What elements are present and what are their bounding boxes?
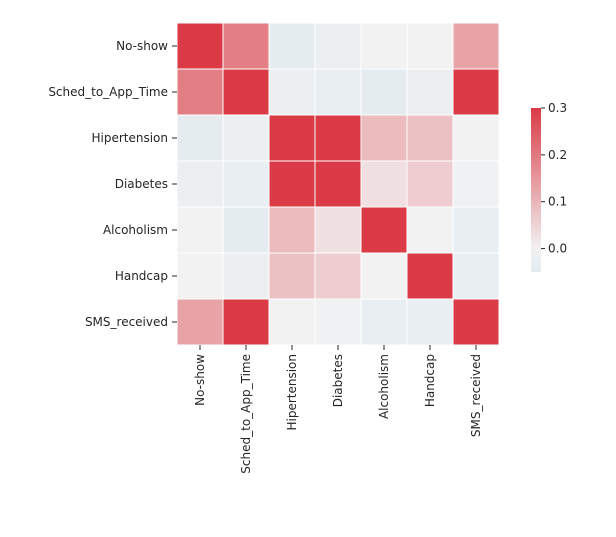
- row-tick-labels: No-show Sched_to_App_Time Hipertension Diab…: [48, 39, 177, 329]
- heatmap-cell: [268, 68, 316, 116]
- colorbar-gradient: [531, 108, 541, 272]
- heatmap-cell: [222, 206, 270, 254]
- heatmap-cell: [314, 114, 362, 162]
- col-tick-label: Alcoholism: [377, 354, 391, 419]
- heatmap-cell: [222, 22, 270, 70]
- row-tick-label: Alcoholism: [103, 223, 168, 237]
- heatmap-cell: [360, 298, 408, 346]
- heatmap-cell: [452, 160, 500, 208]
- heatmap-cell: [314, 206, 362, 254]
- row-tick-label: Handcap: [115, 269, 168, 283]
- heatmap-cells: [176, 22, 500, 346]
- heatmap-cell: [222, 252, 270, 300]
- heatmap-cell: [314, 298, 362, 346]
- row-tick-label: SMS_received: [85, 315, 168, 329]
- heatmap-cell: [406, 252, 454, 300]
- heatmap-cell: [222, 68, 270, 116]
- col-tick-label: Diabetes: [331, 354, 345, 407]
- heatmap-cell: [360, 68, 408, 116]
- colorbar-tick-label: 0.0: [548, 242, 567, 256]
- colorbar-tick-label: 0.3: [548, 101, 567, 115]
- heatmap-cell: [452, 68, 500, 116]
- col-tick-label: Handcap: [423, 354, 437, 407]
- heatmap-cell: [452, 252, 500, 300]
- heatmap-cell: [406, 114, 454, 162]
- heatmap-cell: [452, 206, 500, 254]
- colorbar: 0.0 0.1 0.2 0.3: [531, 101, 567, 272]
- heatmap-cell: [268, 160, 316, 208]
- col-tick-label: SMS_received: [469, 354, 483, 437]
- heatmap-cell: [406, 298, 454, 346]
- heatmap-cell: [360, 160, 408, 208]
- heatmap-cell: [360, 206, 408, 254]
- heatmap-cell: [268, 114, 316, 162]
- heatmap-cell: [222, 114, 270, 162]
- col-tick-label: Sched_to_App_Time: [239, 354, 253, 474]
- heatmap-cell: [268, 252, 316, 300]
- heatmap-cell: [176, 160, 224, 208]
- heatmap-cell: [176, 68, 224, 116]
- row-tick-label: Hipertension: [91, 131, 168, 145]
- heatmap-cell: [176, 298, 224, 346]
- col-tick-labels: No-show Sched_to_App_Time Hipertension Diab…: [193, 345, 483, 474]
- heatmap-cell: [360, 252, 408, 300]
- row-tick-label: Diabetes: [115, 177, 168, 191]
- heatmap-cell: [268, 206, 316, 254]
- col-tick-label: No-show: [193, 354, 207, 406]
- heatmap-cell: [222, 160, 270, 208]
- heatmap-cell: [406, 68, 454, 116]
- row-tick-label: Sched_to_App_Time: [48, 85, 168, 99]
- colorbar-tick-label: 0.2: [548, 148, 567, 162]
- col-tick-label: Hipertension: [285, 354, 299, 431]
- heatmap-cell: [360, 114, 408, 162]
- heatmap-cell: [268, 298, 316, 346]
- heatmap-cell: [406, 160, 454, 208]
- heatmap-cell: [452, 114, 500, 162]
- heatmap-cell: [314, 160, 362, 208]
- heatmap-cell: [360, 22, 408, 70]
- heatmap-cell: [314, 68, 362, 116]
- row-tick-label: No-show: [116, 39, 168, 53]
- heatmap-cell: [452, 298, 500, 346]
- heatmap-cell: [314, 252, 362, 300]
- heatmap-cell: [406, 22, 454, 70]
- heatmap-cell: [268, 22, 316, 70]
- colorbar-tick-label: 0.1: [548, 195, 567, 209]
- heatmap-cell: [452, 22, 500, 70]
- heatmap-cell: [176, 206, 224, 254]
- heatmap-cell: [222, 298, 270, 346]
- heatmap-cell: [406, 206, 454, 254]
- heatmap-cell: [314, 22, 362, 70]
- heatmap-cell: [176, 114, 224, 162]
- heatmap-cell: [176, 252, 224, 300]
- heatmap-cell: [176, 22, 224, 70]
